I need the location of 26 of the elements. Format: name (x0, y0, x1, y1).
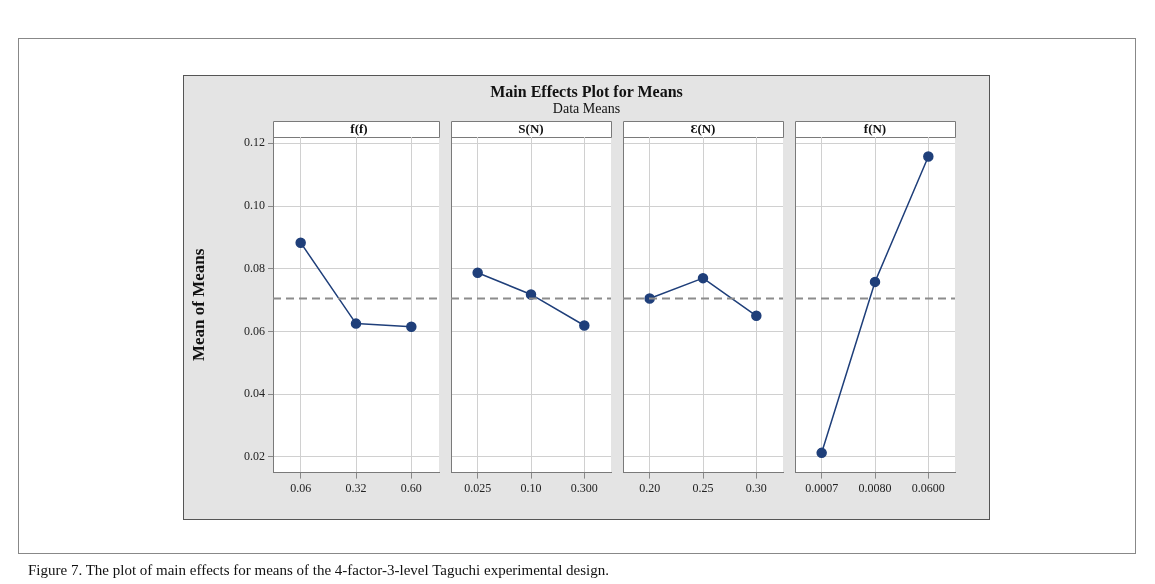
y-tick-label: 0.12 (244, 135, 265, 150)
x-tick-label: 0.06 (290, 480, 312, 495)
caption: Figure 7. The plot of main effects for means of the 4-factor-3-level Taguchi experimental design. (28, 562, 609, 579)
chart-title: f(f) (349, 121, 369, 137)
y-tick-label: 0.08 (244, 260, 265, 275)
chart-title: S(N) (517, 121, 545, 137)
chart-title: Ɛ(N) (689, 121, 717, 137)
x-tick-label: 0.30 (745, 480, 767, 495)
x-tick-label: 0.300 (570, 480, 598, 495)
y-axis-title: Mean of Means (188, 248, 208, 361)
y-tick-label: 0.04 (244, 386, 265, 401)
text: Main Effects Plot for Means (489, 83, 684, 101)
x-tick-label: 0.0007 (805, 480, 839, 495)
x-tick-label: 0.60 (400, 480, 422, 495)
text: Data Means (551, 101, 622, 117)
x-tick-label: 0.20 (639, 480, 661, 495)
chart-title: f(N) (862, 121, 888, 137)
x-tick-label: 0.0600 (911, 480, 945, 495)
x-tick-label: 0.0080 (858, 480, 892, 495)
y-tick-label: 0.06 (244, 323, 265, 338)
x-tick-label: 0.025 (464, 480, 492, 495)
x-tick-label: 0.10 (520, 480, 542, 495)
x-tick-label: 0.25 (692, 480, 714, 495)
y-tick-label: 0.02 (244, 449, 265, 464)
y-tick-label: 0.10 (244, 198, 265, 213)
x-tick-label: 0.32 (345, 480, 367, 495)
